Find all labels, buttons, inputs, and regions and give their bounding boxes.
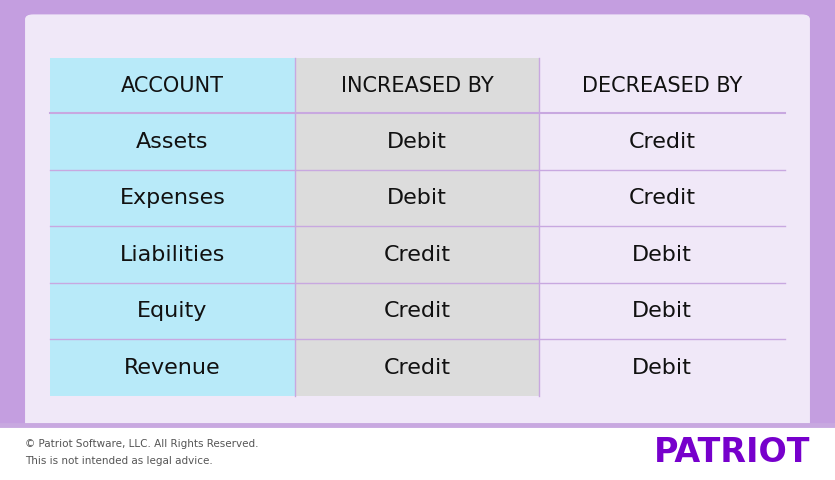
Text: ACCOUNT: ACCOUNT xyxy=(121,75,224,96)
Text: Expenses: Expenses xyxy=(119,188,225,208)
FancyBboxPatch shape xyxy=(25,14,810,434)
Text: This is not intended as legal advice.: This is not intended as legal advice. xyxy=(25,456,213,466)
Bar xyxy=(539,58,785,113)
Text: Debit: Debit xyxy=(632,301,692,321)
Text: © Patriot Software, LLC. All Rights Reserved.: © Patriot Software, LLC. All Rights Rese… xyxy=(25,439,259,449)
Bar xyxy=(295,58,539,113)
Bar xyxy=(539,113,785,170)
Text: PATRIOT: PATRIOT xyxy=(654,436,810,469)
Bar xyxy=(539,283,785,339)
Bar xyxy=(50,58,295,113)
Bar xyxy=(0,425,835,480)
Text: DECREASED BY: DECREASED BY xyxy=(582,75,742,96)
Text: Revenue: Revenue xyxy=(124,358,220,378)
Text: Equity: Equity xyxy=(137,301,208,321)
Bar xyxy=(295,113,539,170)
Text: Credit: Credit xyxy=(629,132,696,152)
Bar xyxy=(539,339,785,396)
Bar xyxy=(295,339,539,396)
Bar xyxy=(539,227,785,283)
Bar xyxy=(295,283,539,339)
Bar xyxy=(50,339,295,396)
Bar xyxy=(295,170,539,227)
Bar xyxy=(50,170,295,227)
Bar xyxy=(50,283,295,339)
Bar xyxy=(539,170,785,227)
Text: Credit: Credit xyxy=(383,301,451,321)
Text: Debit: Debit xyxy=(632,358,692,378)
Text: Liabilities: Liabilities xyxy=(119,245,225,264)
Text: Debit: Debit xyxy=(632,245,692,264)
Text: Credit: Credit xyxy=(383,245,451,264)
Text: Credit: Credit xyxy=(629,188,696,208)
Bar xyxy=(50,227,295,283)
Bar xyxy=(50,113,295,170)
Text: INCREASED BY: INCREASED BY xyxy=(341,75,493,96)
Text: Debit: Debit xyxy=(387,188,447,208)
Text: Credit: Credit xyxy=(383,358,451,378)
Text: Assets: Assets xyxy=(136,132,209,152)
Bar xyxy=(295,227,539,283)
Text: Debit: Debit xyxy=(387,132,447,152)
